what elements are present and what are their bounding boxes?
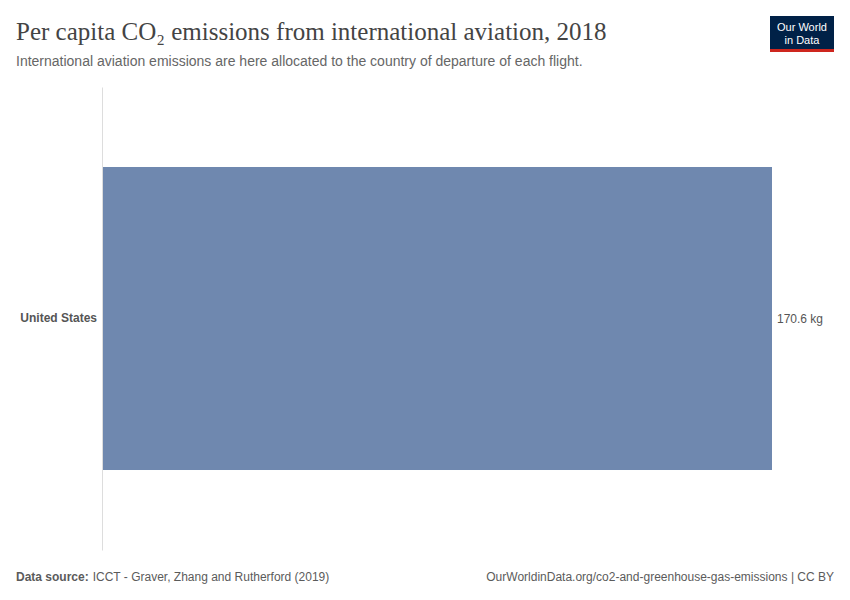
tick: United States: [20, 311, 102, 325]
logo-box: [770, 16, 834, 52]
subtitle: International aviation emissions are her…: [16, 53, 583, 69]
tick-label: United States: [20, 311, 97, 325]
source-label: Data source:: [16, 570, 89, 584]
logo: Our Worldin Data: [770, 16, 834, 52]
title: Per capita CO₂ emissions from internatio…: [16, 18, 607, 45]
chart: Per capita CO₂ emissions from internatio…: [0, 0, 850, 600]
data-labels: 170.6 kg: [777, 312, 823, 326]
bar: [102, 167, 772, 470]
logo-text: Our World: [777, 21, 827, 33]
logo-text: in Data: [785, 34, 821, 46]
y-axis: United States: [20, 88, 102, 551]
url[interactable]: OurWorldinData.org/co2-and-greenhouse-ga…: [486, 570, 834, 584]
logo-stripe: [770, 49, 834, 52]
axis-line: [102, 88, 103, 551]
bars: [102, 167, 772, 470]
source-text: ICCT - Graver, Zhang and Rutherford (201…: [93, 570, 330, 584]
data-label: 170.6 kg: [777, 312, 823, 326]
source: Data source: ICCT - Graver, Zhang and Rut…: [16, 570, 329, 584]
